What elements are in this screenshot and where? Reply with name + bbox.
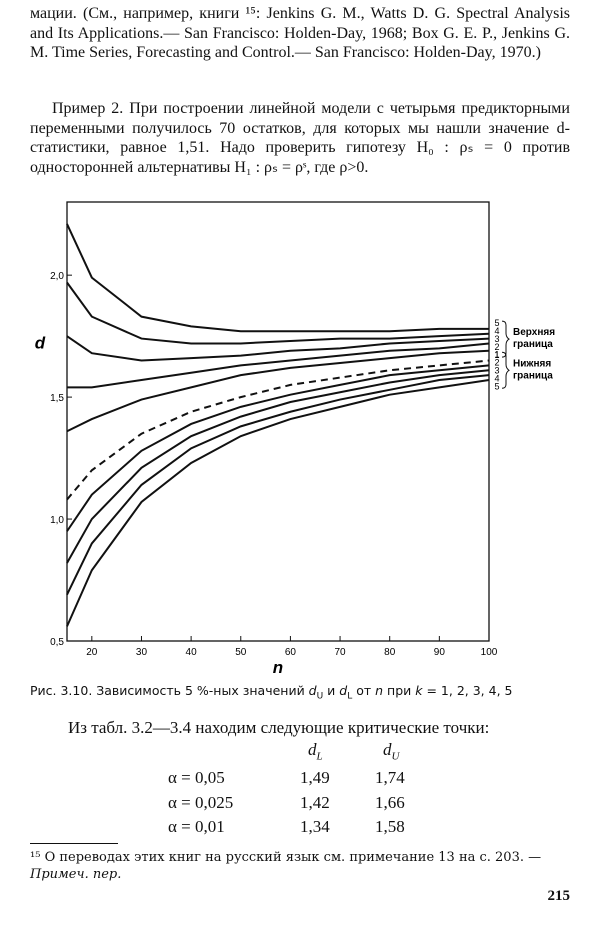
table-cell: 1,34 bbox=[300, 817, 330, 836]
x-tick-label: 40 bbox=[186, 647, 198, 658]
x-tick-label: 20 bbox=[86, 647, 98, 658]
y-axis-label: d bbox=[35, 333, 46, 352]
table-cell: 1,42 bbox=[300, 793, 330, 812]
table-cell: α = 0,05 bbox=[168, 768, 225, 787]
x-tick-label: 70 bbox=[334, 647, 346, 658]
line-series bbox=[66, 379, 490, 627]
caption-part: d bbox=[339, 683, 348, 698]
footnote-mark: ¹⁵ bbox=[30, 850, 41, 865]
annotation: граница bbox=[513, 339, 553, 350]
page-number: 215 bbox=[547, 888, 571, 904]
plot-frame bbox=[66, 201, 490, 642]
x-axis-label: n bbox=[273, 658, 283, 677]
x-tick-label: 60 bbox=[285, 647, 297, 658]
caption-part: L bbox=[347, 691, 353, 702]
line-series bbox=[66, 281, 490, 345]
y-tick-label: 1,0 bbox=[50, 515, 64, 526]
header-sub: L bbox=[316, 750, 323, 763]
line-series bbox=[67, 342, 490, 389]
table-cell: α = 0,025 bbox=[168, 793, 234, 812]
header-base: d bbox=[308, 740, 317, 759]
annotation: Нижняя bbox=[513, 358, 551, 369]
caption-part: при bbox=[383, 683, 416, 698]
header-sub: U bbox=[391, 750, 400, 763]
line-series bbox=[66, 359, 490, 501]
y-tick-label: 2,0 bbox=[50, 271, 64, 282]
series-label: 3 bbox=[494, 365, 499, 375]
series-label: 2 bbox=[494, 342, 499, 352]
table-cell: α = 0,01 bbox=[168, 817, 225, 836]
table-cell: 1,66 bbox=[375, 793, 405, 812]
x-tick-label: 80 bbox=[384, 647, 396, 658]
header-base: d bbox=[383, 740, 392, 759]
series-label: 1 bbox=[494, 350, 499, 360]
series-label: 3 bbox=[494, 334, 499, 344]
table-cell: 1,74 bbox=[375, 768, 405, 787]
paragraph: мации. (См., например, книги ¹⁵: Jenkins… bbox=[30, 5, 570, 61]
x-tick-label: 90 bbox=[434, 647, 446, 658]
x-tick-label: 50 bbox=[235, 647, 247, 658]
series-label: 5 bbox=[494, 381, 499, 391]
footnote: ¹⁵ О переводах этих книг на русский язык… bbox=[30, 849, 570, 883]
table-cell: 1,49 bbox=[300, 768, 330, 787]
line-series bbox=[66, 364, 490, 532]
y-tick-label: 0,5 bbox=[50, 637, 64, 648]
line-series bbox=[66, 335, 490, 362]
paragraph: Пример 2. При построении линейной модели… bbox=[30, 100, 570, 176]
caption-part: n bbox=[375, 683, 384, 698]
table-header: dL bbox=[308, 740, 323, 762]
series-label: 4 bbox=[494, 326, 499, 336]
y-tick-label: 1,5 bbox=[50, 393, 64, 404]
footnote-text: О переводах этих книг на русский язык см… bbox=[40, 850, 542, 865]
line-series bbox=[66, 374, 490, 596]
series-label: 1 bbox=[494, 349, 499, 359]
series-label: 2 bbox=[494, 357, 499, 367]
brace bbox=[501, 320, 510, 358]
footnote-rule bbox=[30, 843, 118, 844]
caption-part: U bbox=[316, 691, 324, 702]
annotation: граница bbox=[513, 370, 553, 381]
line-series bbox=[66, 223, 489, 333]
caption-part: от bbox=[352, 683, 376, 698]
caption-part: Рис. 3.10. Зависимость 5 %-ных значений bbox=[30, 683, 309, 698]
caption: Рис. 3.10. Зависимость 5 %-ных значений … bbox=[30, 683, 512, 702]
x-tick-label: 30 bbox=[136, 647, 148, 658]
line-series bbox=[66, 369, 490, 564]
caption-part: = 1, 2, 3, 4, 5 bbox=[422, 683, 513, 698]
caption-part: d bbox=[308, 683, 317, 698]
table-intro: Из табл. 3.2—3.4 находим следующие крити… bbox=[68, 718, 490, 737]
series-label: 4 bbox=[494, 373, 499, 383]
series-label: 5 bbox=[494, 318, 499, 328]
x-tick-label: 100 bbox=[481, 647, 498, 658]
caption-part: k bbox=[415, 683, 423, 698]
line-series bbox=[66, 349, 490, 433]
table-cell: 1,58 bbox=[375, 817, 405, 836]
annotation: Верхняя bbox=[513, 327, 555, 338]
footnote-note: Примеч. пер. bbox=[30, 867, 122, 882]
caption-part: и bbox=[323, 683, 340, 698]
table-header: dU bbox=[383, 740, 399, 762]
brace bbox=[501, 351, 510, 389]
chart: 20 30 40 50 60 70 80 90 1000,51,01,52,0nd5432112… bbox=[35, 201, 555, 677]
